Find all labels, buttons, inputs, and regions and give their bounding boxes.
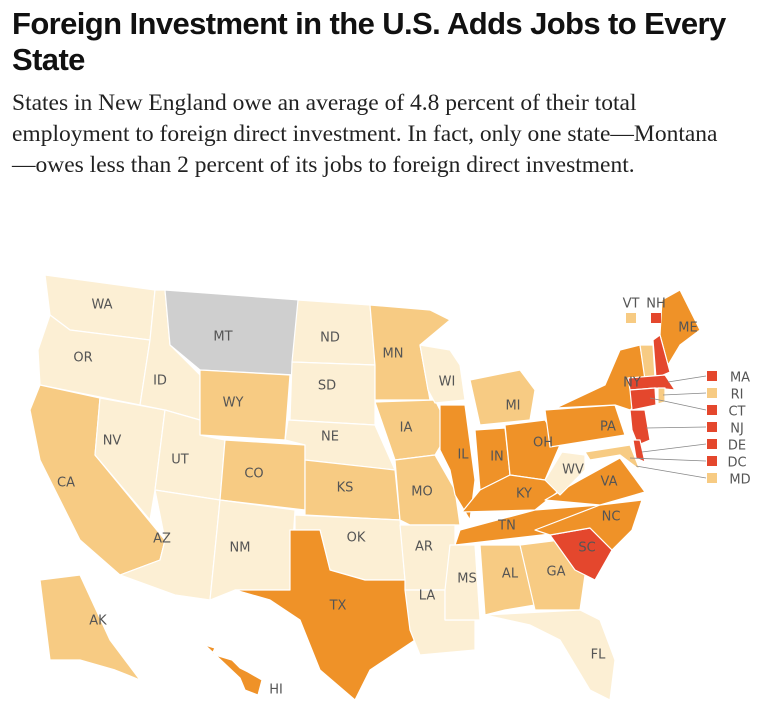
state-label: ID (153, 374, 167, 389)
state-region (544, 457, 646, 506)
state-label: WI (439, 375, 456, 390)
state-region (394, 454, 461, 526)
leader-line (667, 375, 707, 383)
state-region (629, 409, 651, 446)
state-label: FL (591, 648, 606, 663)
state-label: WV (562, 463, 584, 478)
state-label: AL (502, 567, 519, 582)
leader-line (649, 397, 707, 411)
callout-swatch (707, 388, 717, 398)
state-label: IN (490, 450, 504, 465)
callout-swatch (707, 439, 717, 449)
state-label: TN (497, 519, 516, 534)
state-label: VA (601, 475, 618, 490)
callout-swatch (707, 473, 717, 483)
state-label: CA (57, 476, 75, 491)
state-region (204, 644, 263, 696)
state-label: TX (329, 599, 347, 614)
state-label: UT (171, 453, 189, 468)
subtitle: States in New England owe an average of … (12, 90, 718, 178)
state-region (504, 419, 561, 481)
state-label: MI (505, 399, 520, 414)
state-label: KS (337, 481, 354, 496)
leader-line (641, 443, 707, 453)
leader-line (662, 392, 707, 396)
state-label: VT (623, 297, 640, 312)
state-label: NH (646, 297, 666, 312)
state-region (439, 404, 476, 521)
state-label: ND (320, 331, 340, 346)
state-label: PA (600, 420, 616, 435)
state-region (632, 439, 646, 463)
state-region (419, 344, 466, 404)
state-label: MA (730, 371, 750, 386)
state-label: MT (213, 330, 232, 345)
state-label: NV (103, 434, 122, 449)
state-label: WY (223, 396, 244, 411)
state-label: AK (89, 614, 107, 629)
callout-swatch (707, 422, 717, 432)
state-label: KY (516, 487, 532, 502)
callout-swatch (651, 313, 661, 323)
state-label: NE (321, 430, 339, 445)
state-region (39, 574, 141, 681)
state-region (479, 544, 536, 616)
state-label: RI (731, 388, 744, 403)
state-label: ME (678, 321, 697, 336)
state-label: OH (533, 436, 553, 451)
state-label: DE (728, 439, 746, 454)
state-label: AR (415, 540, 433, 555)
state-label: CO (244, 467, 263, 482)
callout-swatch (707, 456, 717, 466)
state-label: GA (547, 565, 566, 580)
state-label: MS (457, 572, 476, 587)
state-label: SC (578, 541, 595, 556)
state-label: NY (623, 376, 641, 391)
state-region (652, 334, 671, 379)
state-region (289, 361, 376, 426)
state-region (534, 499, 643, 551)
state-label: CT (728, 405, 745, 420)
state-label: HI (269, 683, 283, 698)
state-region (657, 387, 666, 405)
state-region (629, 387, 657, 411)
state-label: DC (727, 456, 746, 471)
leader-line (635, 465, 707, 479)
state-label: NJ (730, 422, 744, 437)
state-label: NC (602, 510, 621, 525)
state-label: LA (419, 589, 436, 604)
callout-swatch (626, 313, 636, 323)
state-region (469, 369, 536, 426)
state-label: IL (457, 448, 469, 463)
state-region (199, 369, 291, 441)
state-label: OK (347, 531, 366, 546)
state-region (484, 609, 616, 701)
state-region (444, 544, 481, 621)
state-label: WA (91, 298, 112, 313)
title: Foreign Investment in the U.S. Adds Jobs… (12, 6, 726, 77)
state-region (234, 529, 416, 701)
state-label: AZ (153, 532, 171, 547)
state-label: MN (383, 347, 404, 362)
state-region (209, 499, 296, 601)
state-label: MO (411, 485, 432, 500)
state-region (544, 451, 586, 496)
callout-swatch (707, 405, 717, 415)
leader-line (645, 426, 707, 429)
state-region (584, 444, 641, 471)
state-label: OR (73, 351, 92, 366)
leader-line (629, 457, 707, 462)
state-label: IA (400, 421, 413, 436)
state-label: MD (729, 473, 750, 488)
header: Foreign Investment in the U.S. Adds Jobs… (12, 6, 752, 181)
callout-swatch (707, 371, 717, 381)
state-label: NM (230, 541, 251, 556)
state-label: SD (318, 379, 336, 394)
